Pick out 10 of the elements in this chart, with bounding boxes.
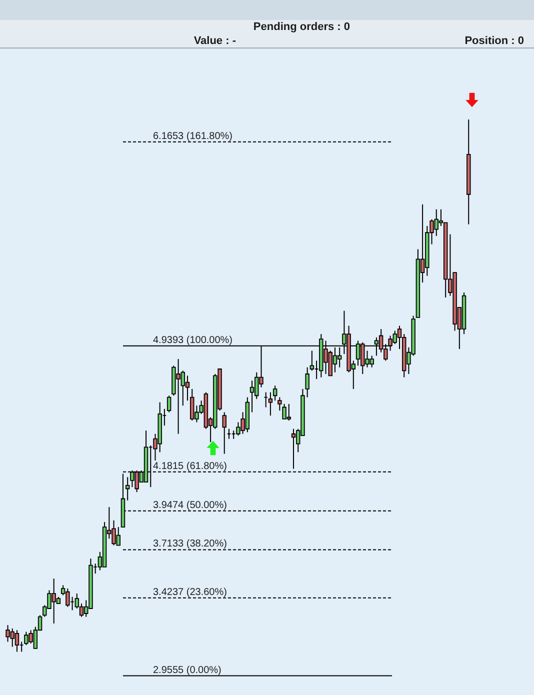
ref-line-label: 6.1653 (161.80%) <box>153 130 233 142</box>
ref-line-label: 3.9474 (50.00%) <box>153 500 227 511</box>
ref-line-label: 4.1815 (61.80%) <box>153 460 227 472</box>
ref-line-label: 2.9555 (0.00%) <box>153 664 222 676</box>
ref-line-label: 3.4237 (23.60%) <box>153 586 227 598</box>
ref-line-label: 4.9393 (100.00%) <box>153 334 233 346</box>
text: Pending orders : 0 <box>253 21 350 33</box>
text: Value : - <box>194 35 236 47</box>
text: Position : 0 <box>464 35 524 47</box>
ref-line-label: 3.7133 (38.20%) <box>153 538 227 550</box>
